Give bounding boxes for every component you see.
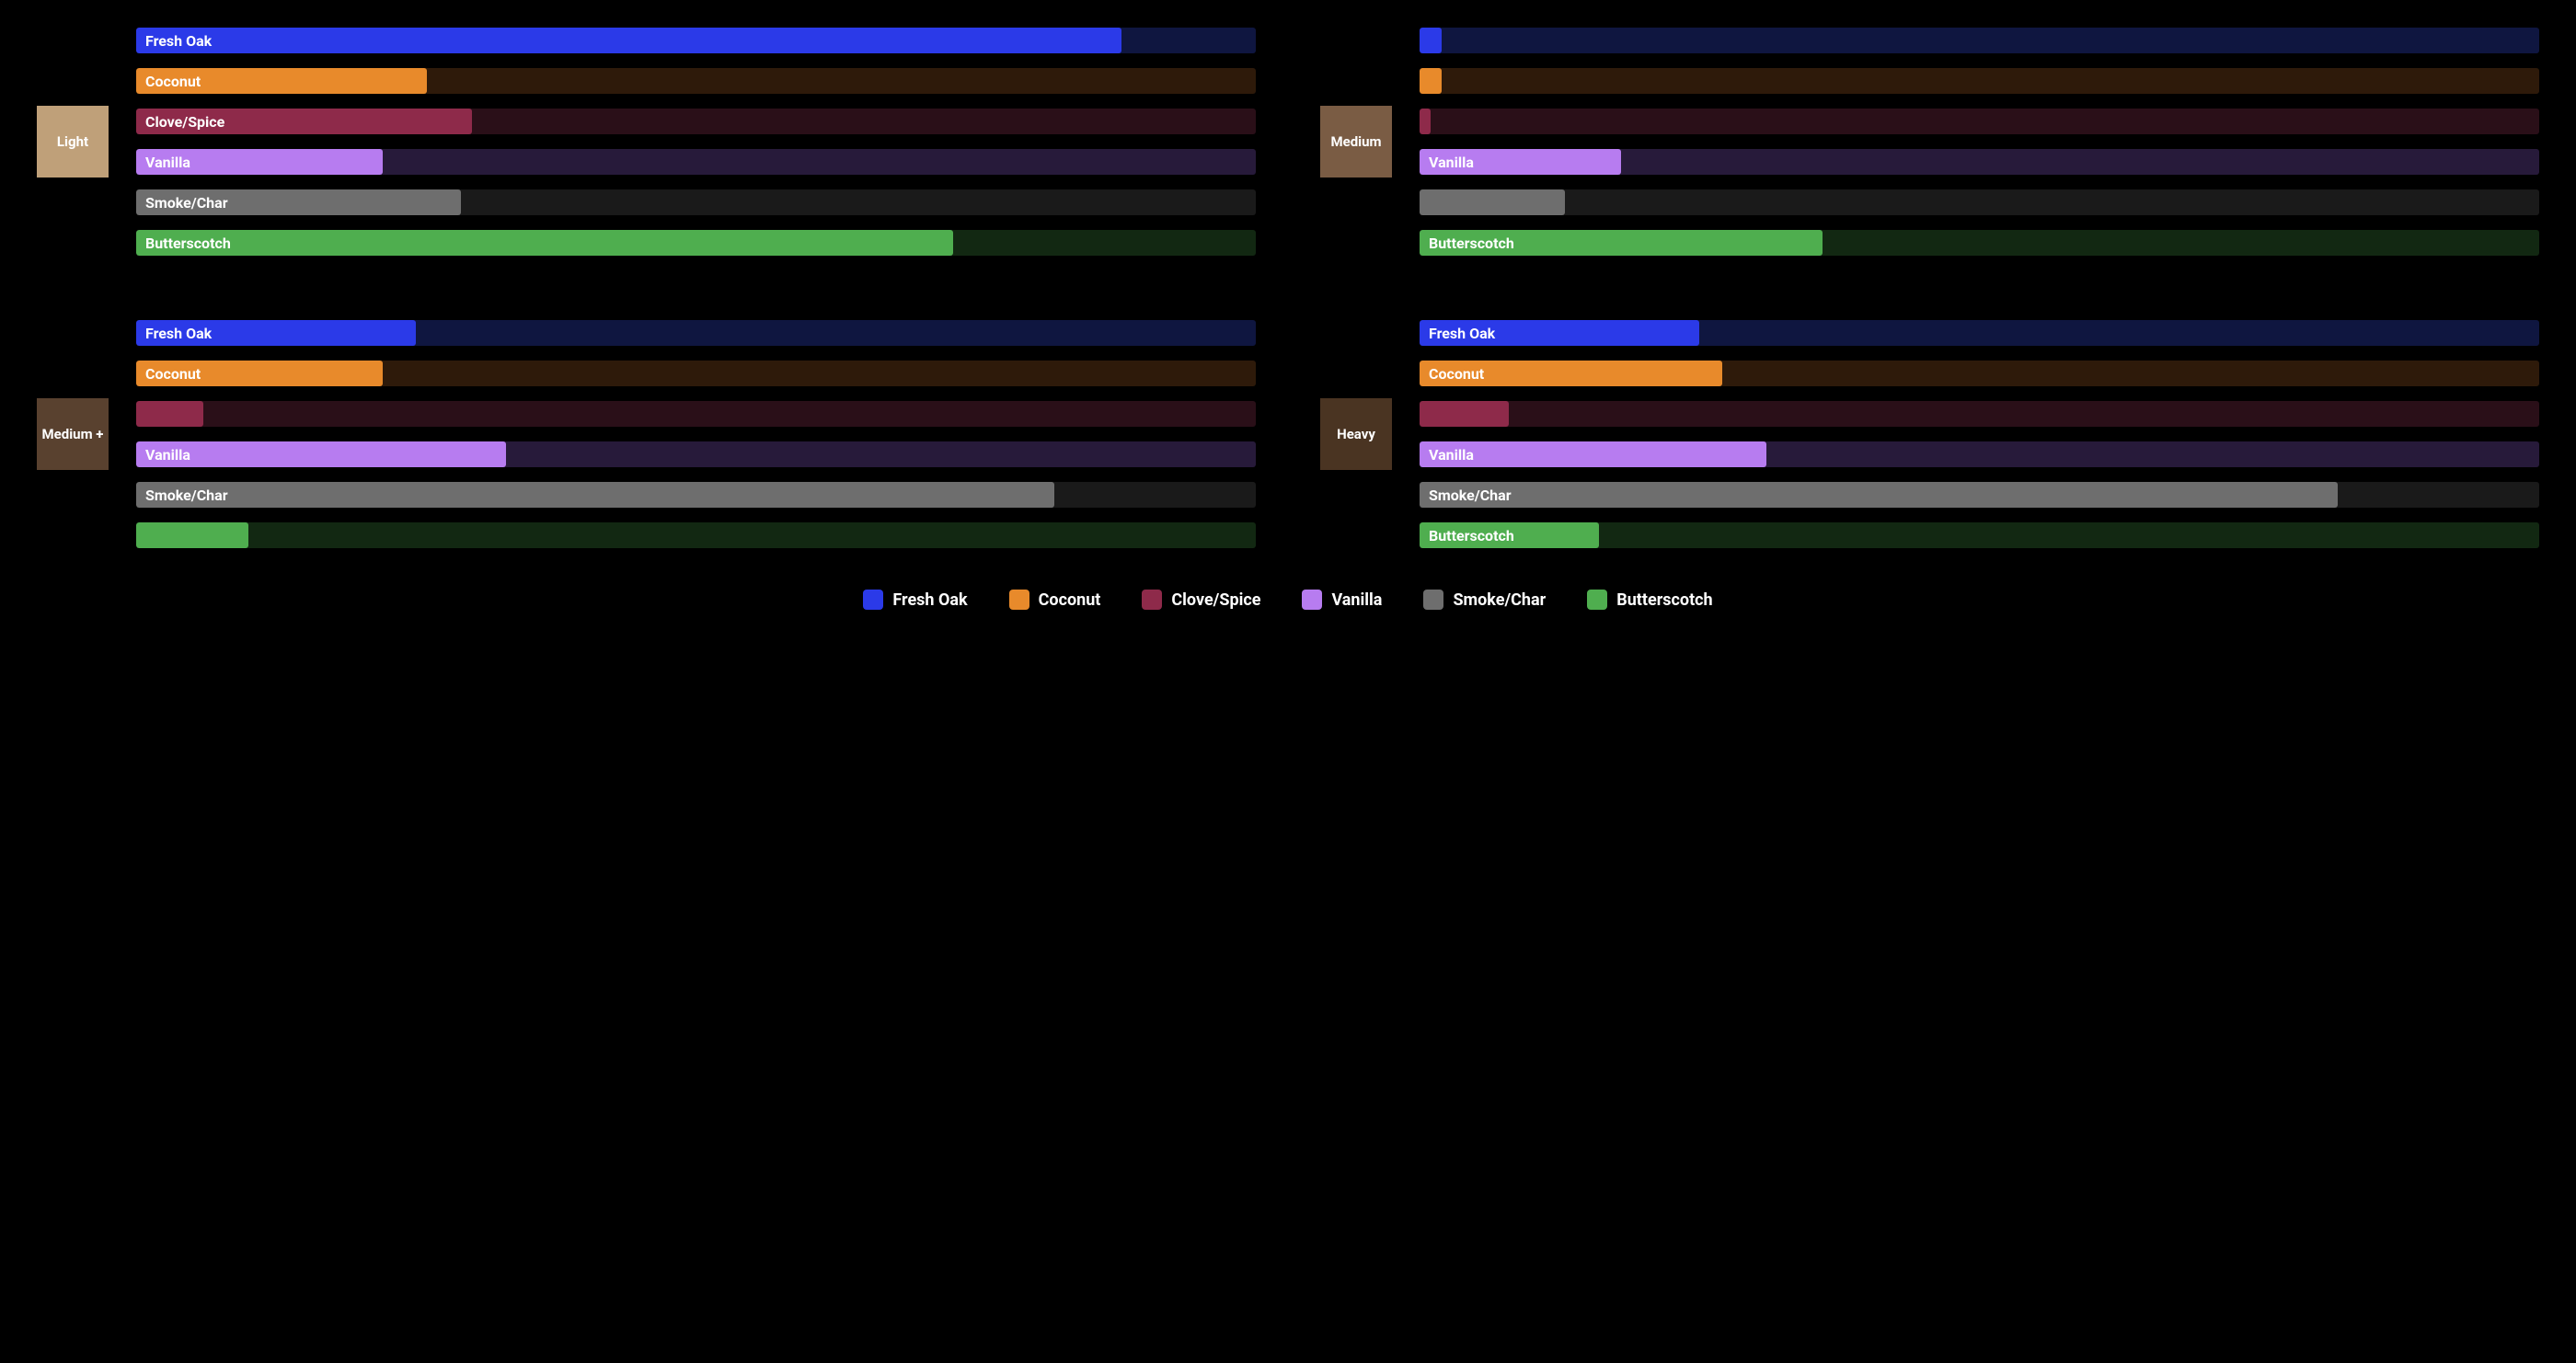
toast-swatch-light: Light bbox=[37, 106, 109, 178]
bar-fill-light-butterscotch: Butterscotch bbox=[136, 230, 953, 256]
legend-swatch-coconut bbox=[1009, 590, 1029, 610]
bar-heavy-clove_spice bbox=[1420, 401, 2539, 427]
toast-swatch-heavy: Heavy bbox=[1320, 398, 1392, 470]
bar-heavy-vanilla: Vanilla bbox=[1420, 441, 2539, 467]
bar-fill-light-clove_spice: Clove/Spice bbox=[136, 109, 472, 134]
bar-fill-medium-clove_spice bbox=[1420, 109, 1431, 134]
bar-fill-medium_plus-fresh_oak: Fresh Oak bbox=[136, 320, 416, 346]
panel-medium_plus: Medium + Fresh Oak Coconut Vanilla Smoke/Cha… bbox=[37, 320, 1256, 548]
bar-light-clove_spice: Clove/Spice bbox=[136, 109, 1256, 134]
toast-swatch-medium_plus: Medium + bbox=[37, 398, 109, 470]
bars-heavy: Fresh Oak Coconut Vanilla Smoke/Char Butters… bbox=[1420, 320, 2539, 548]
bar-fill-medium-fresh_oak bbox=[1420, 28, 1442, 53]
toast-swatch-medium: Medium bbox=[1320, 106, 1392, 178]
legend-swatch-smoke_char bbox=[1423, 590, 1443, 610]
bar-fill-heavy-vanilla: Vanilla bbox=[1420, 441, 1766, 467]
legend-swatch-butterscotch bbox=[1587, 590, 1607, 610]
bars-medium_plus: Fresh Oak Coconut Vanilla Smoke/Char bbox=[136, 320, 1256, 548]
bar-medium-vanilla: Vanilla bbox=[1420, 149, 2539, 175]
bar-heavy-butterscotch: Butterscotch bbox=[1420, 522, 2539, 548]
bar-medium_plus-butterscotch bbox=[136, 522, 1256, 548]
legend-item-smoke_char: Smoke/Char bbox=[1423, 590, 1546, 610]
legend-swatch-fresh_oak bbox=[863, 590, 883, 610]
bar-medium_plus-coconut: Coconut bbox=[136, 361, 1256, 386]
panel-heavy: Heavy Fresh Oak Coconut Vanilla Smoke/Char Bu… bbox=[1320, 320, 2539, 548]
legend-item-butterscotch: Butterscotch bbox=[1587, 590, 1712, 610]
bar-fill-medium_plus-butterscotch bbox=[136, 522, 248, 548]
bar-fill-light-fresh_oak: Fresh Oak bbox=[136, 28, 1121, 53]
bars-medium: Vanilla Butterscotch bbox=[1420, 28, 2539, 256]
bar-medium_plus-fresh_oak: Fresh Oak bbox=[136, 320, 1256, 346]
bar-fill-medium-coconut bbox=[1420, 68, 1442, 94]
legend-swatch-vanilla bbox=[1302, 590, 1322, 610]
bar-fill-light-smoke_char: Smoke/Char bbox=[136, 189, 461, 215]
bar-fill-medium_plus-vanilla: Vanilla bbox=[136, 441, 506, 467]
legend-item-coconut: Coconut bbox=[1009, 590, 1101, 610]
legend-swatch-clove_spice bbox=[1142, 590, 1162, 610]
legend-label-clove_spice: Clove/Spice bbox=[1171, 590, 1260, 610]
panels-grid: Light Fresh Oak Coconut Clove/Spice Vanilla S… bbox=[37, 28, 2539, 548]
bar-fill-medium-vanilla: Vanilla bbox=[1420, 149, 1621, 175]
bar-medium_plus-clove_spice bbox=[136, 401, 1256, 427]
bar-light-vanilla: Vanilla bbox=[136, 149, 1256, 175]
legend: Fresh Oak Coconut Clove/Spice Vanilla Smoke/… bbox=[37, 590, 2539, 610]
panel-light: Light Fresh Oak Coconut Clove/Spice Vanilla S… bbox=[37, 28, 1256, 256]
bar-heavy-fresh_oak: Fresh Oak bbox=[1420, 320, 2539, 346]
bar-fill-medium_plus-smoke_char: Smoke/Char bbox=[136, 482, 1054, 508]
bars-light: Fresh Oak Coconut Clove/Spice Vanilla Smoke/… bbox=[136, 28, 1256, 256]
bar-fill-heavy-coconut: Coconut bbox=[1420, 361, 1722, 386]
bar-fill-heavy-clove_spice bbox=[1420, 401, 1509, 427]
bar-fill-heavy-butterscotch: Butterscotch bbox=[1420, 522, 1599, 548]
legend-label-coconut: Coconut bbox=[1039, 590, 1101, 610]
bar-light-coconut: Coconut bbox=[136, 68, 1256, 94]
bar-fill-light-coconut: Coconut bbox=[136, 68, 427, 94]
bar-fill-heavy-fresh_oak: Fresh Oak bbox=[1420, 320, 1699, 346]
panel-medium: Medium Vanilla Butterscotch bbox=[1320, 28, 2539, 256]
legend-label-butterscotch: Butterscotch bbox=[1616, 590, 1712, 610]
legend-item-vanilla: Vanilla bbox=[1302, 590, 1382, 610]
bar-light-smoke_char: Smoke/Char bbox=[136, 189, 1256, 215]
bar-fill-medium_plus-coconut: Coconut bbox=[136, 361, 383, 386]
bar-medium-coconut bbox=[1420, 68, 2539, 94]
bar-medium-smoke_char bbox=[1420, 189, 2539, 215]
bar-medium-clove_spice bbox=[1420, 109, 2539, 134]
bar-fill-medium-butterscotch: Butterscotch bbox=[1420, 230, 1823, 256]
bar-fill-medium_plus-clove_spice bbox=[136, 401, 203, 427]
legend-label-vanilla: Vanilla bbox=[1331, 590, 1382, 610]
bar-light-butterscotch: Butterscotch bbox=[136, 230, 1256, 256]
legend-item-fresh_oak: Fresh Oak bbox=[863, 590, 967, 610]
bar-medium-fresh_oak bbox=[1420, 28, 2539, 53]
legend-label-smoke_char: Smoke/Char bbox=[1453, 590, 1546, 610]
bar-light-fresh_oak: Fresh Oak bbox=[136, 28, 1256, 53]
legend-item-clove_spice: Clove/Spice bbox=[1142, 590, 1260, 610]
bar-medium_plus-vanilla: Vanilla bbox=[136, 441, 1256, 467]
bar-heavy-smoke_char: Smoke/Char bbox=[1420, 482, 2539, 508]
bar-fill-medium-smoke_char bbox=[1420, 189, 1565, 215]
bar-medium_plus-smoke_char: Smoke/Char bbox=[136, 482, 1256, 508]
legend-label-fresh_oak: Fresh Oak bbox=[892, 590, 967, 610]
bar-fill-light-vanilla: Vanilla bbox=[136, 149, 383, 175]
bar-fill-heavy-smoke_char: Smoke/Char bbox=[1420, 482, 2338, 508]
bar-medium-butterscotch: Butterscotch bbox=[1420, 230, 2539, 256]
bar-heavy-coconut: Coconut bbox=[1420, 361, 2539, 386]
